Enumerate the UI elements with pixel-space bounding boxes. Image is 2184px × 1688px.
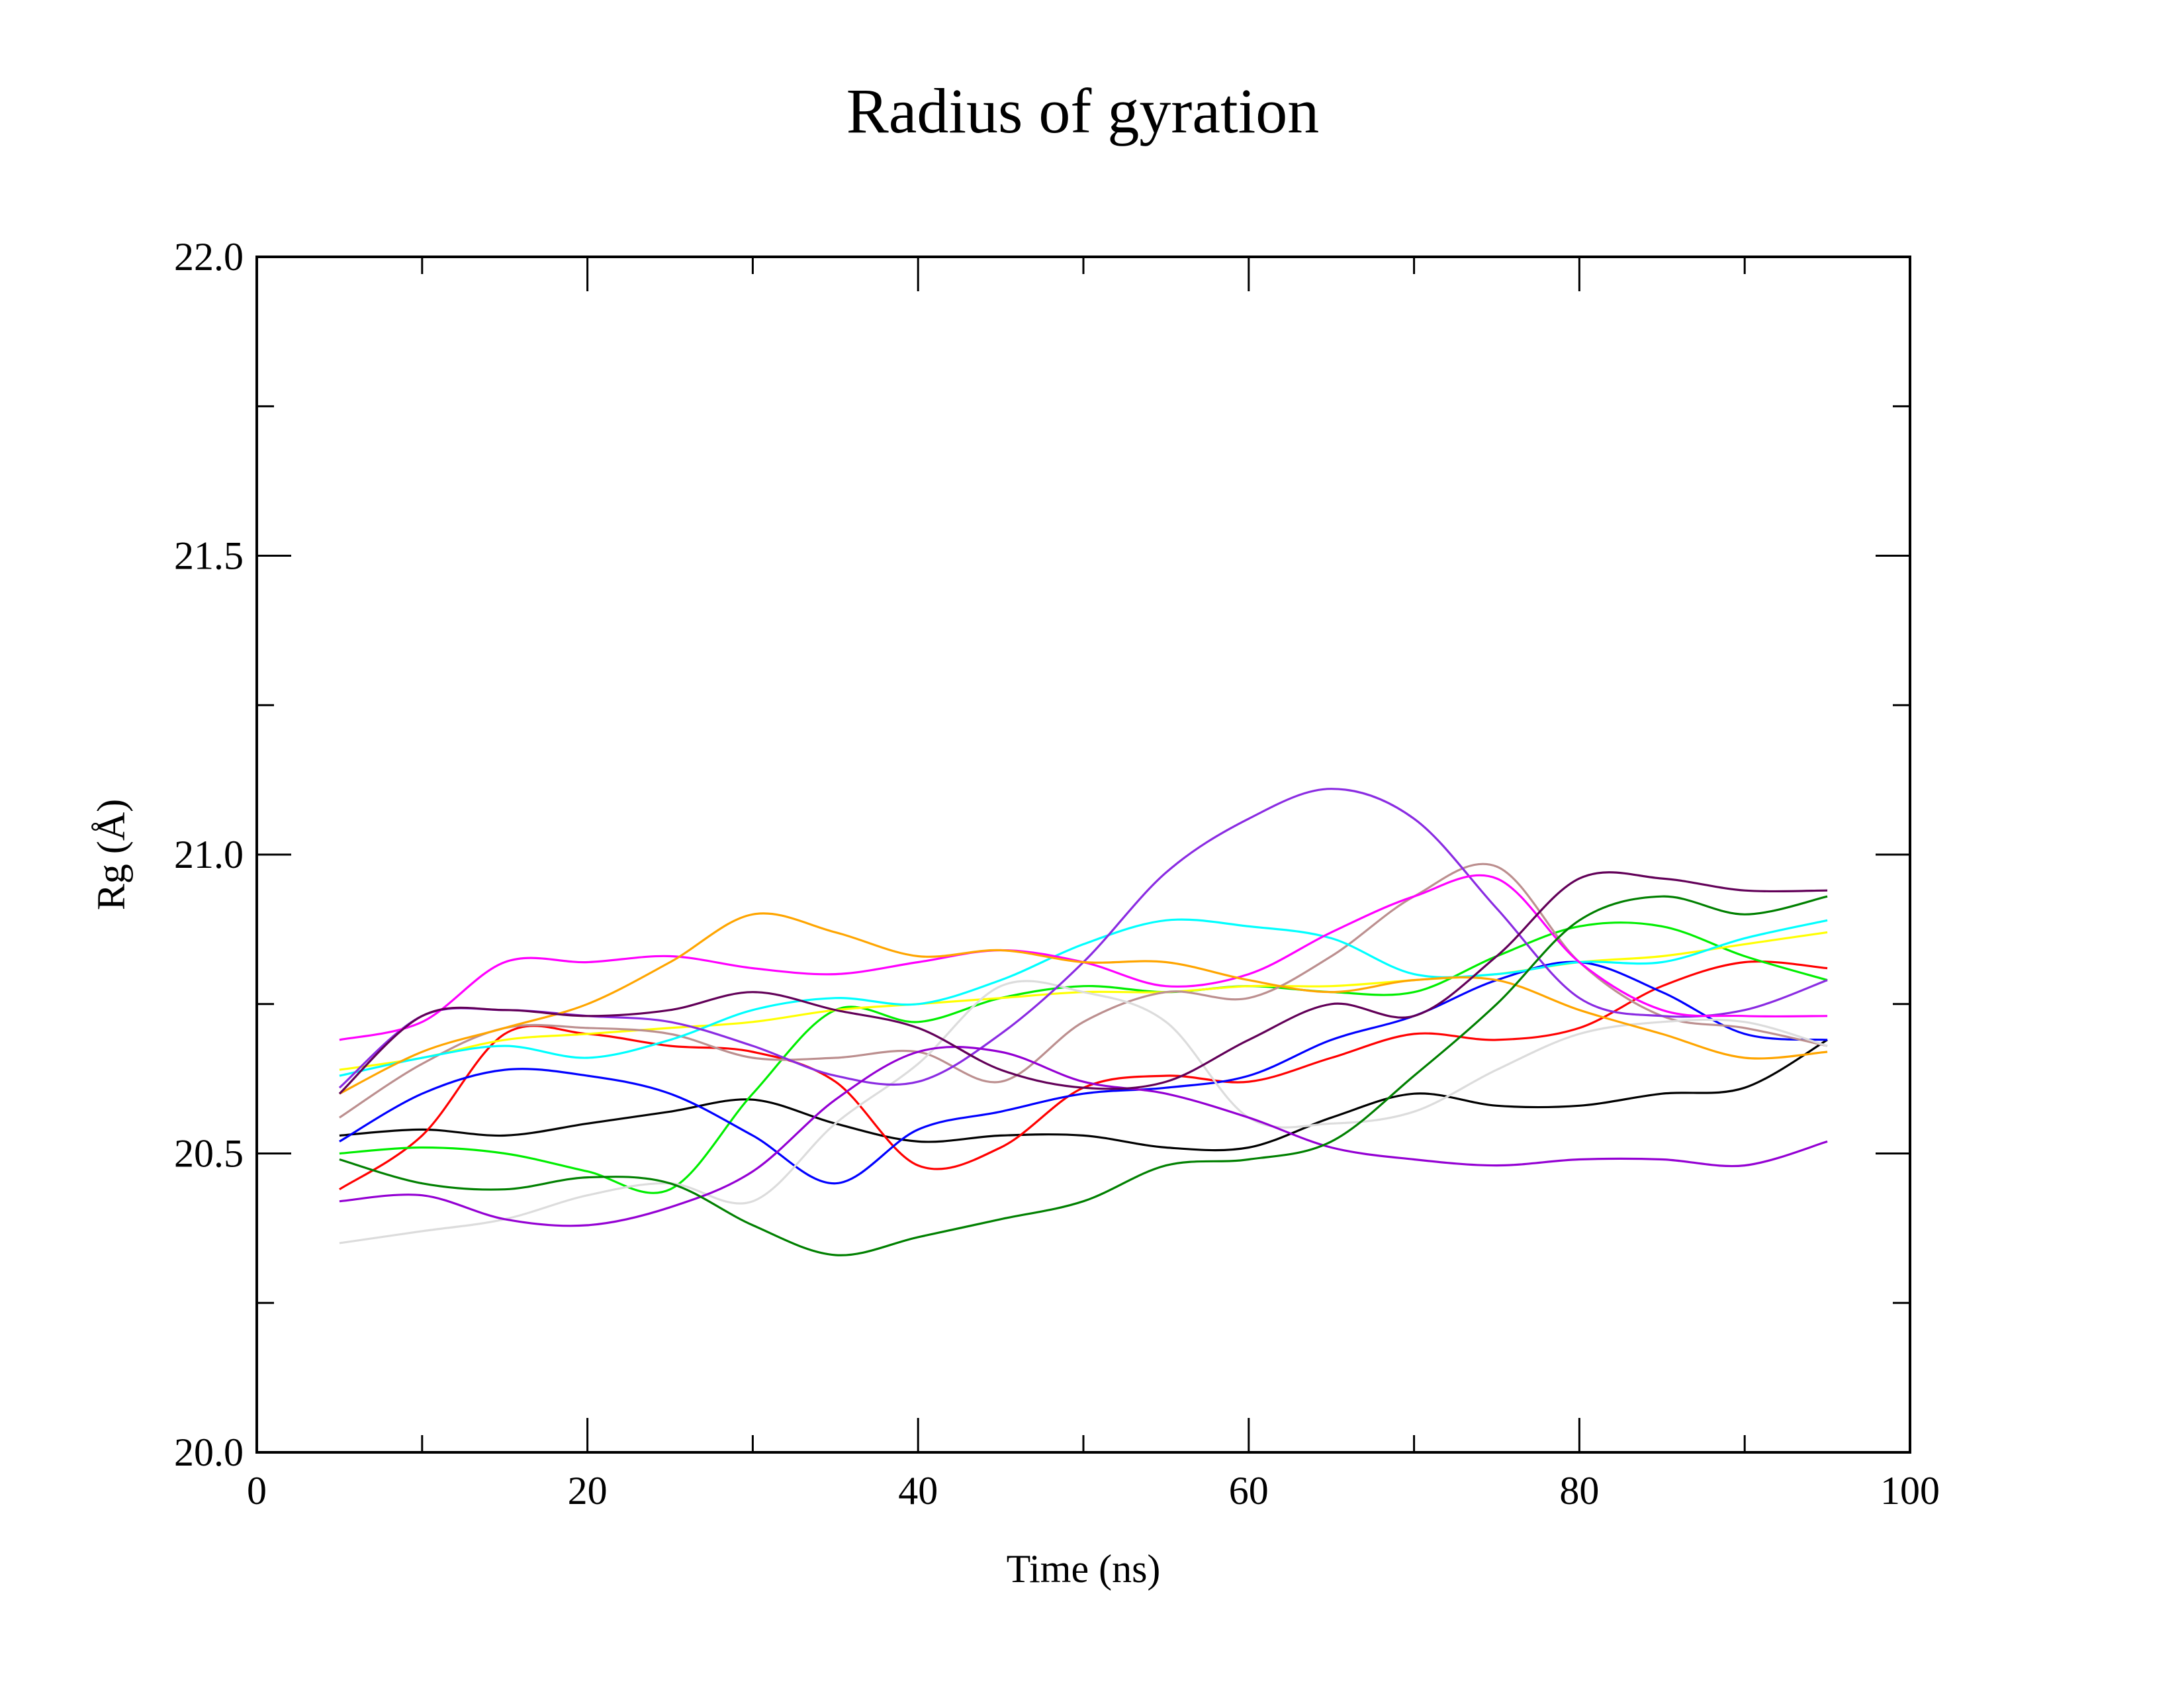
y-tick-label: 20.0 (174, 1430, 244, 1474)
x-tick-label: 40 (898, 1469, 938, 1513)
chart-title: Radius of gyration (846, 75, 1320, 146)
series-line-13 (339, 895, 1828, 1256)
series-line-4 (339, 961, 1828, 1185)
y-tick-label: 22.0 (174, 235, 244, 279)
series-line-8 (339, 918, 1828, 1077)
series-line-6 (339, 863, 1828, 1119)
ticks-layer: 0 20 40 60 80 100 20.0 20.5 21.0 21.5 22.0 (174, 235, 1940, 1513)
series-line-12 (339, 1045, 1828, 1227)
series-layer (338, 788, 1828, 1256)
series-line-1 (339, 1039, 1828, 1152)
plot-frame (255, 256, 1911, 1454)
x-tick-label: 60 (1229, 1469, 1269, 1513)
x-tick-label: 0 (247, 1469, 267, 1513)
series-line-5 (339, 931, 1828, 1071)
series-line-14 (338, 871, 1828, 1095)
series-line-9 (338, 788, 1828, 1089)
x-tick-label: 20 (568, 1469, 608, 1513)
series-line-2 (339, 960, 1828, 1191)
x-tick-label: 80 (1559, 1469, 1599, 1513)
series-line-11 (339, 912, 1828, 1095)
y-tick-label: 20.5 (174, 1132, 244, 1176)
y-tick-label: 21.0 (174, 833, 244, 876)
series-line-7 (339, 980, 1828, 1244)
x-axis-label: Time (ns) (1007, 1547, 1161, 1591)
y-axis-label: Rg (Å) (89, 799, 133, 910)
y-tick-label: 21.5 (174, 534, 244, 578)
x-tick-label: 100 (1880, 1469, 1940, 1513)
